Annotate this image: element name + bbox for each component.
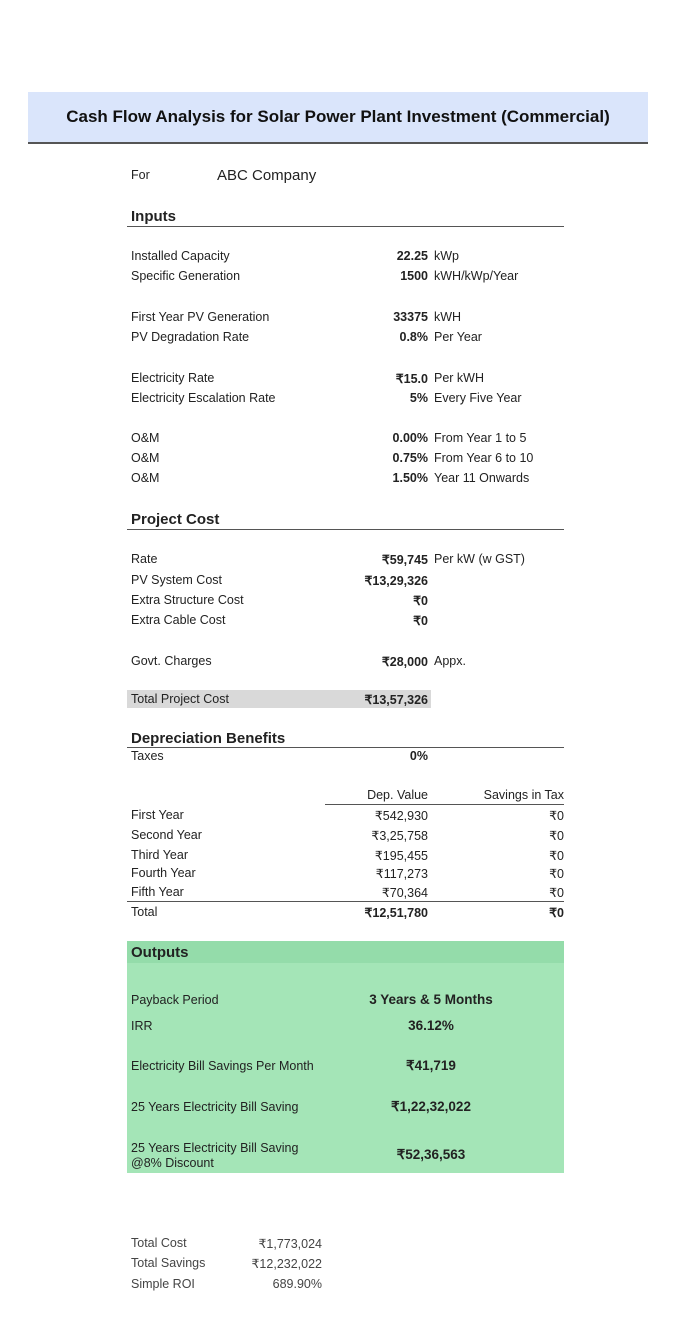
dep-total-label: Total (131, 905, 158, 919)
input-unit: kWH (434, 310, 462, 324)
summary-value: 689.90% (272, 1277, 322, 1291)
output-label: IRR (131, 1019, 153, 1033)
output-label: 25 Years Electricity Bill Saving (131, 1141, 299, 1155)
output-label: 25 Years Electricity Bill Saving (131, 1100, 299, 1114)
dep-value: ₹3,25,758 (371, 829, 428, 843)
input-label: Installed Capacity (131, 249, 230, 263)
dep-value: ₹542,930 (374, 809, 428, 823)
input-label: PV Degradation Rate (131, 330, 250, 344)
divider (127, 529, 564, 530)
cost-value: ₹28,000 (381, 655, 428, 669)
outputs-panel (127, 941, 564, 1173)
taxes-value: 0% (409, 749, 428, 763)
dep-year-label: Fourth Year (131, 866, 196, 880)
tax-savings: ₹0 (549, 886, 564, 900)
divider (127, 747, 564, 748)
input-unit: From Year 1 to 5 (434, 431, 527, 445)
input-value: 0.75% (392, 451, 428, 465)
depreciation-heading: Depreciation Benefits (131, 730, 286, 747)
input-value: ₹15.0 (395, 372, 428, 386)
output-value: ₹52,36,563 (396, 1147, 466, 1162)
summary-value: ₹12,232,022 (251, 1257, 322, 1271)
dep-value-header: Dep. Value (367, 788, 428, 802)
input-value: 5% (409, 391, 428, 405)
output-label: Payback Period (131, 993, 219, 1007)
company-name: ABC Company (217, 167, 317, 184)
project-cost-heading: Project Cost (131, 511, 220, 528)
cost-label: Extra Cable Cost (131, 613, 226, 627)
dep-total-value: ₹12,51,780 (364, 906, 428, 920)
tax-savings: ₹0 (549, 849, 564, 863)
cost-label: Rate (131, 552, 158, 566)
input-value: 1.50% (392, 471, 428, 485)
input-unit: Every Five Year (434, 391, 522, 405)
input-unit: kWH/kWp/Year (434, 269, 519, 283)
dep-value: ₹70,364 (381, 886, 428, 900)
cost-unit: Per kW (w GST) (434, 552, 525, 566)
tax-savings: ₹0 (549, 829, 564, 843)
cost-value: ₹13,29,326 (364, 574, 428, 588)
taxes-label: Taxes (131, 749, 164, 763)
divider (127, 226, 564, 227)
title-band: Cash Flow Analysis for Solar Power Plant… (28, 92, 648, 144)
input-label: Specific Generation (131, 269, 241, 283)
dep-year-label: Second Year (131, 828, 202, 842)
input-unit: Year 11 Onwards (434, 471, 530, 485)
cost-unit: Appx. (434, 654, 466, 668)
input-label: First Year PV Generation (131, 310, 270, 324)
dep-value: ₹117,273 (375, 867, 428, 881)
output-value: ₹41,719 (406, 1058, 456, 1073)
input-label: O&M (131, 451, 160, 465)
input-label: Electricity Rate (131, 371, 215, 385)
tax-savings: ₹0 (549, 809, 564, 823)
input-value: 1500 (400, 269, 428, 283)
cost-value: ₹0 (413, 594, 428, 608)
for-label: For (131, 168, 150, 182)
inputs-heading: Inputs (131, 208, 176, 225)
outputs-heading: Outputs (131, 944, 189, 961)
input-unit: From Year 6 to 10 (434, 451, 534, 465)
total-project-cost-row (127, 690, 431, 708)
output-value: 36.12% (408, 1018, 454, 1033)
output-value: ₹1,22,32,022 (391, 1099, 471, 1114)
summary-label: Total Cost (131, 1236, 187, 1250)
cost-label: Extra Structure Cost (131, 593, 244, 607)
dep-year-label: Fifth Year (131, 885, 184, 899)
input-value: 33375 (393, 310, 428, 324)
savings-header: Savings in Tax (483, 788, 564, 802)
cost-label: PV System Cost (131, 573, 222, 587)
summary-value: ₹1,773,024 (258, 1237, 322, 1251)
page-title: Cash Flow Analysis for Solar Power Plant… (66, 107, 610, 126)
input-unit: Per Year (434, 330, 482, 344)
cost-label: Govt. Charges (131, 654, 212, 668)
total-project-cost-label: Total Project Cost (131, 692, 229, 706)
dep-value: ₹195,455 (374, 849, 428, 863)
dep-total-savings: ₹0 (549, 906, 564, 920)
input-value: 0.8% (399, 330, 429, 344)
summary-label: Total Savings (131, 1256, 206, 1270)
dep-year-label: Third Year (131, 848, 188, 862)
input-value: 0.00% (392, 431, 428, 445)
output-value: 3 Years & 5 Months (369, 992, 493, 1007)
input-label: O&M (131, 431, 160, 445)
dep-year-label: First Year (131, 808, 184, 822)
cost-value: ₹0 (413, 614, 428, 628)
input-unit: Per kWH (434, 371, 484, 385)
input-unit: kWp (434, 249, 459, 263)
output-label: Electricity Bill Savings Per Month (131, 1059, 314, 1073)
input-label: O&M (131, 471, 160, 485)
input-value: 22.25 (396, 249, 428, 263)
summary-label: Simple ROI (131, 1277, 195, 1291)
output-label-sub: @8% Discount (131, 1156, 214, 1170)
tax-savings: ₹0 (549, 867, 564, 881)
divider (325, 804, 564, 805)
input-label: Electricity Escalation Rate (131, 391, 276, 405)
outputs-header (127, 941, 564, 963)
cost-value: ₹59,745 (381, 553, 428, 567)
total-project-cost-value: ₹13,57,326 (364, 693, 428, 707)
divider (127, 901, 564, 902)
